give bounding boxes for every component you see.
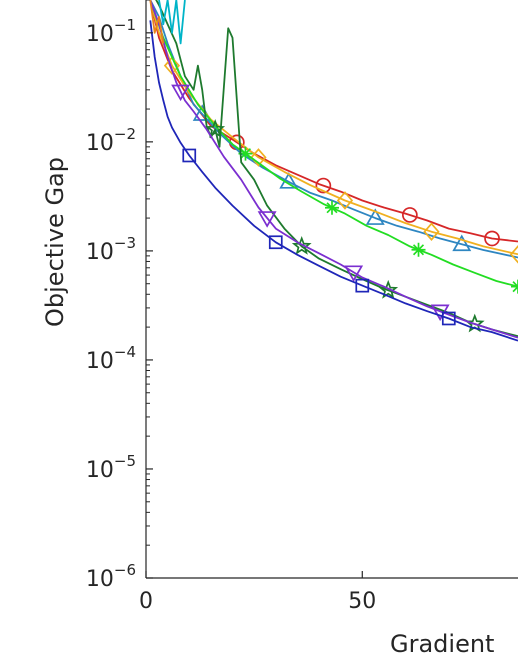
y-tick-label: 10−4 xyxy=(86,343,136,374)
series-4 xyxy=(149,0,518,294)
diamond-marker xyxy=(423,222,440,241)
ticks-layer: 10−1 10−2 10−3 10−4 10−5 10−60 50 xyxy=(86,0,376,614)
series-layer xyxy=(149,0,518,342)
y-tick-label: 10−6 xyxy=(86,561,136,592)
pentagram-marker xyxy=(378,279,399,299)
series-line xyxy=(149,0,518,288)
asterisk-marker xyxy=(325,200,339,215)
series-line xyxy=(155,0,518,338)
asterisk-marker xyxy=(511,279,518,294)
series-line xyxy=(149,0,518,339)
triangle-up-marker xyxy=(365,208,385,225)
pentagram-marker xyxy=(205,119,226,138)
series-line xyxy=(149,0,165,44)
asterisk-marker xyxy=(238,146,253,161)
x-tick-label: 50 xyxy=(348,589,376,614)
series-8 xyxy=(158,0,186,45)
series-line xyxy=(149,0,518,243)
series-5 xyxy=(155,0,518,338)
circle-marker xyxy=(484,230,500,247)
triangle-down-marker xyxy=(171,84,191,102)
square-marker xyxy=(182,148,197,163)
series-line xyxy=(158,0,186,45)
asterisk-marker xyxy=(411,242,426,257)
y-tick-label: 10−3 xyxy=(86,234,136,265)
triangle-down-marker xyxy=(344,265,364,283)
series-9 xyxy=(149,0,165,44)
y-tick-label: 10−1 xyxy=(86,16,136,47)
circle-marker xyxy=(402,207,418,223)
x-axis-label: Gradient xyxy=(390,630,494,658)
triangle-down-marker xyxy=(257,211,277,228)
axes-layer xyxy=(145,0,518,579)
series-line xyxy=(149,0,518,256)
square-marker xyxy=(268,235,283,250)
diamond-marker xyxy=(163,56,181,75)
series-6 xyxy=(149,0,518,339)
x-tick-label: 0 xyxy=(139,589,153,614)
y-tick-label: 10−2 xyxy=(86,125,136,156)
pentagram-marker xyxy=(291,235,312,255)
diamond-marker xyxy=(509,245,518,264)
square-marker xyxy=(355,278,370,293)
square-marker xyxy=(441,311,456,326)
circle-marker xyxy=(315,177,332,194)
y-tick-label: 10−5 xyxy=(86,452,136,483)
triangle-up-marker xyxy=(452,234,472,252)
series-3 xyxy=(149,0,518,264)
diamond-marker xyxy=(336,191,354,210)
y-axis-label: Objective Gap xyxy=(41,157,69,327)
series-7 xyxy=(149,20,518,342)
series-line xyxy=(149,20,518,342)
diamond-marker xyxy=(250,148,267,167)
